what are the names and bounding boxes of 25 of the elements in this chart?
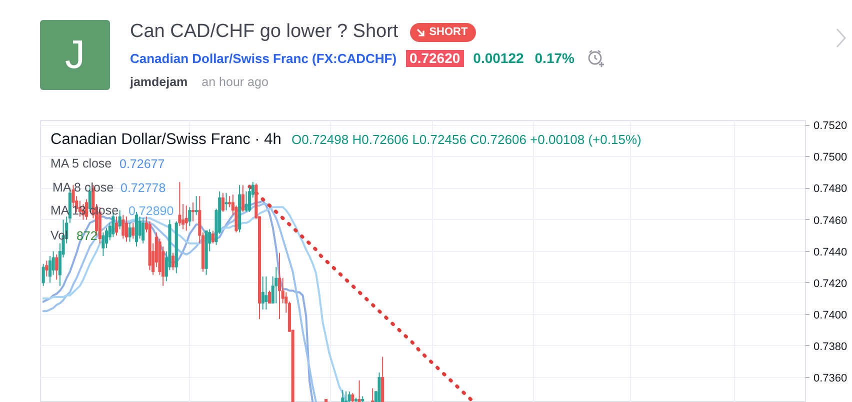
y-tick-label: 0.7520 [814, 120, 848, 132]
annotation: MA 5 close [50, 156, 112, 170]
annotation: 0.72677 [120, 157, 165, 171]
y-tick-label: 0.7500 [814, 152, 848, 164]
y-tick-label: 0.7380 [814, 340, 848, 353]
annotation: 872 [76, 229, 98, 243]
text: 0.17% [534, 50, 574, 66]
text: 0.72620 [406, 50, 464, 66]
text: jamdejam [130, 74, 188, 90]
annotation: 0.72778 [120, 181, 166, 195]
annotation: O0.72498 H0.72606 L0.72456 C0.72606 +0.00108 (+0.15%) [292, 132, 642, 147]
y-tick-label: 0.7420 [814, 278, 848, 290]
y-tick-label: 0.7480 [814, 183, 848, 196]
chart-title: Can CAD/CHF go lower ? Short [130, 21, 398, 43]
text: J [65, 33, 85, 77]
annotation: 0.72890 [128, 204, 174, 218]
annotation: Canadian Dollar/Swiss Franc · 4h [50, 131, 282, 148]
text: an hour ago [202, 74, 268, 90]
text: 0.00122 [473, 50, 524, 66]
y-tick-label: 0.7400 [814, 309, 848, 322]
chart-subtitle: Canadian Dollar/Swiss Franc (FX:CADCHF) [130, 50, 397, 66]
text: SHORT [429, 26, 468, 38]
y-tick-label: 0.7460 [814, 214, 848, 227]
y-tick-label: 0.7360 [814, 372, 848, 384]
y-tick-label: 0.7440 [814, 246, 848, 258]
